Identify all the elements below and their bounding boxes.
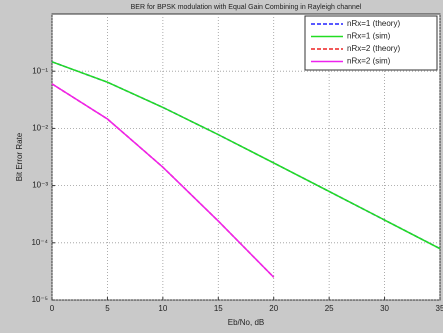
legend-label: nRx=2 (theory): [347, 44, 400, 53]
legend-label: nRx=1 (theory): [347, 19, 400, 28]
chart-title: BER for BPSK modulation with Equal Gain …: [131, 4, 362, 11]
x-tick-label: 10: [158, 304, 167, 313]
legend-label: nRx=2 (sim): [347, 57, 391, 66]
x-tick-label: 5: [105, 304, 110, 313]
x-tick-label: 30: [380, 304, 389, 313]
legend-label: nRx=1 (sim): [347, 32, 391, 41]
x-tick-label: 20: [269, 304, 278, 313]
series-line: [51, 83, 275, 278]
y-tick-label: 10⁻⁴: [31, 238, 48, 247]
x-axis-label: Eb/No, dB: [228, 318, 264, 327]
series-line: [51, 61, 441, 250]
x-tick-label: 25: [325, 304, 334, 313]
x-tick-label: 15: [214, 304, 223, 313]
y-axis-label: Bit Error Rate: [15, 132, 24, 181]
x-tick-label: 0: [50, 304, 55, 313]
y-tick-label: 10⁻⁵: [32, 295, 48, 304]
y-tick-label: 10⁻¹: [32, 66, 48, 75]
y-tick-label: 10⁻²: [32, 124, 48, 133]
y-tick-label: 10⁻³: [32, 181, 48, 190]
x-tick-label: 35: [436, 304, 443, 313]
